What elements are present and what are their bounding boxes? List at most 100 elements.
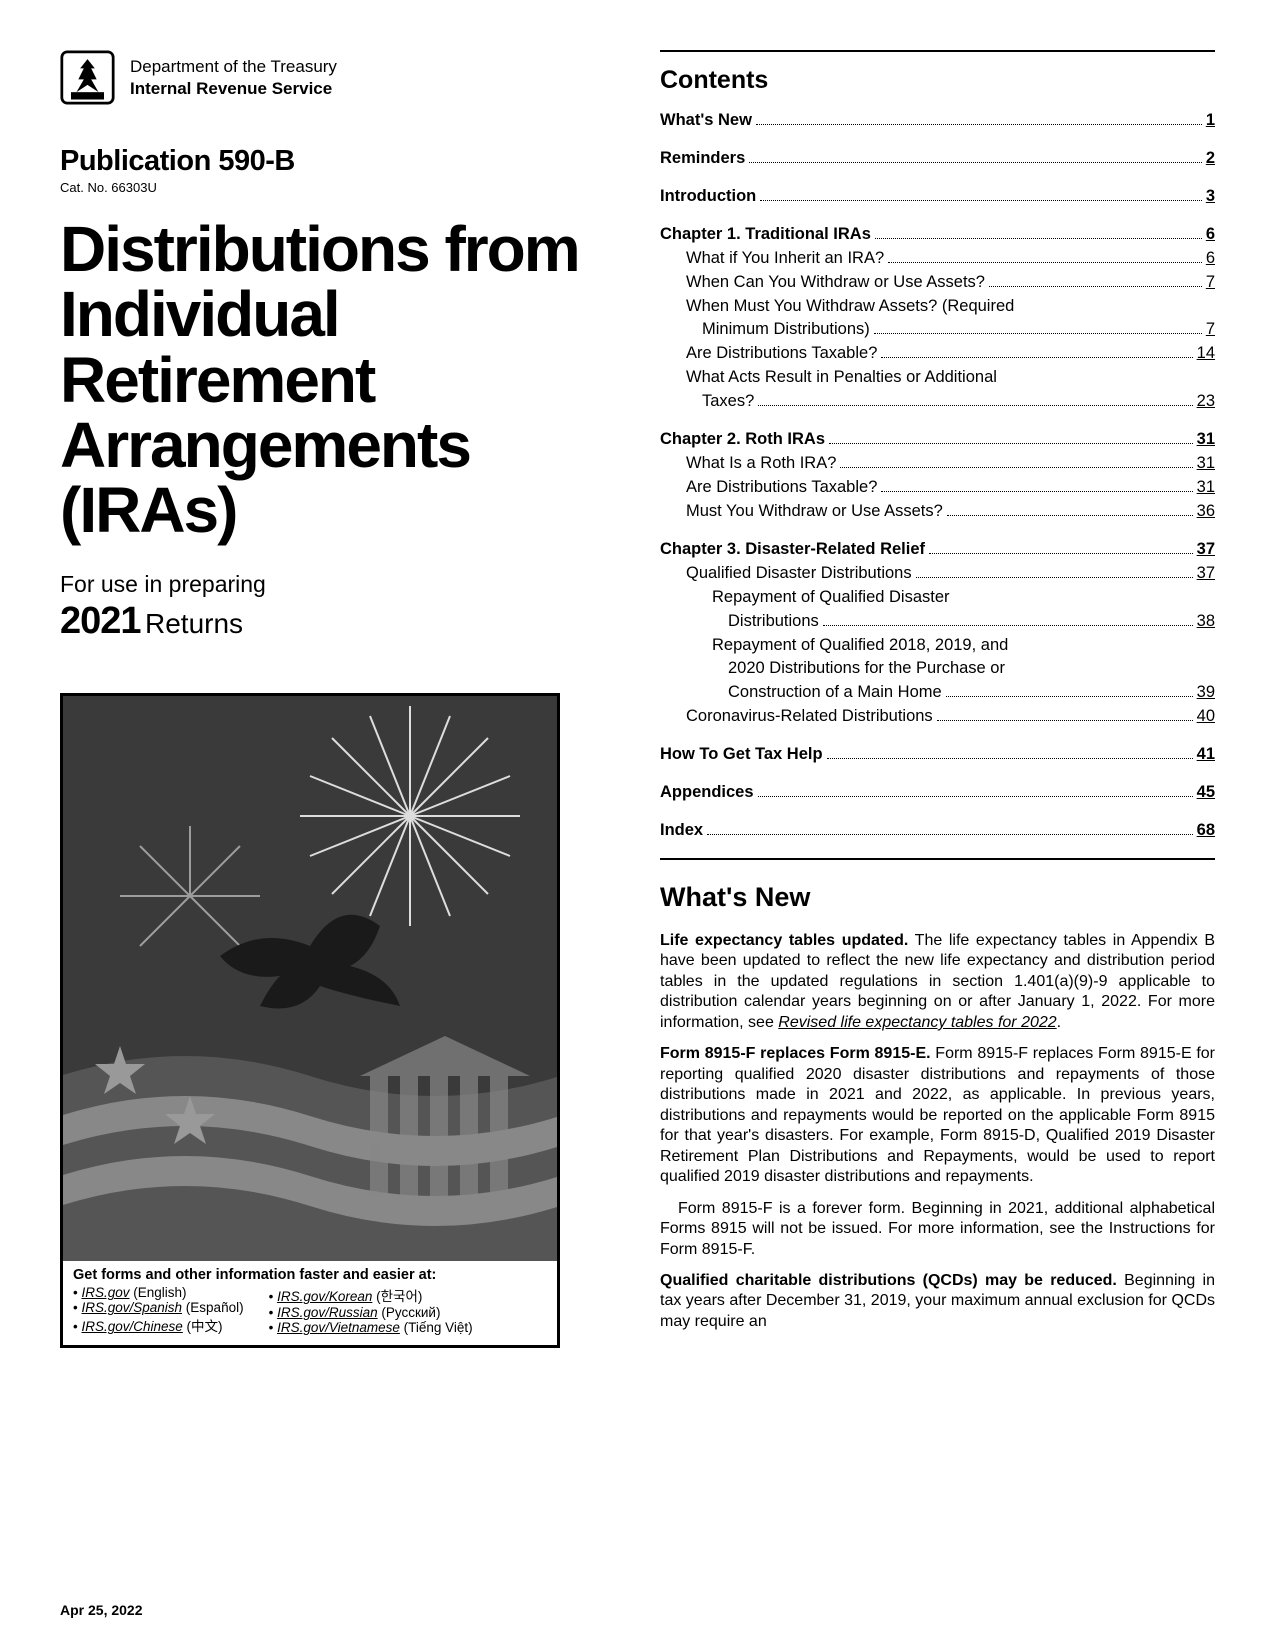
promo-link-item[interactable]: IRS.gov/Vietnamese (Tiếng Việt) [269,1320,473,1335]
toc-label: Chapter 1. Traditional IRAs [660,223,871,247]
promo-link-item[interactable]: IRS.gov/Korean (한국어) [269,1285,473,1305]
toc-entry[interactable]: 2020 Distributions for the Purchase or [660,657,1215,681]
toc-entry[interactable]: Distributions 38 [660,610,1215,634]
promo-link-item[interactable]: IRS.gov/Russian (Русский) [269,1305,473,1320]
footer-date: Apr 25, 2022 [60,1602,143,1618]
toc-label: Taxes? [702,390,754,414]
toc-leader-dots [881,357,1192,358]
toc-entry[interactable]: When Must You Withdraw Assets? (Required [660,295,1215,319]
toc-label: Index [660,819,703,843]
toc-page-number[interactable]: 36 [1197,500,1215,524]
promo-link-url[interactable]: IRS.gov/Russian [277,1305,378,1320]
toc-entry[interactable]: What's New 1 [660,109,1215,133]
promo-link-url[interactable]: IRS.gov/Chinese [81,1319,182,1334]
toc-page-number[interactable]: 31 [1197,476,1215,500]
promo-links-col2: IRS.gov/Korean (한국어)IRS.gov/Russian (Рус… [269,1285,473,1335]
toc-label: Chapter 2. Roth IRAs [660,428,825,452]
toc-label: Distributions [728,610,819,634]
promo-link-item[interactable]: IRS.gov/Spanish (Español) [73,1300,244,1315]
promo-link-item[interactable]: IRS.gov (English) [73,1285,244,1300]
toc-entry[interactable]: Repayment of Qualified 2018, 2019, and [660,634,1215,658]
toc-leader-dots [749,162,1202,163]
toc-leader-dots [881,491,1192,492]
toc-entry[interactable]: What if You Inherit an IRA? 6 [660,247,1215,271]
toc-label: What Acts Result in Penalties or Additio… [686,366,997,390]
toc-entry[interactable]: What Is a Roth IRA?31 [660,452,1215,476]
toc-entry[interactable]: Coronavirus-Related Distributions40 [660,705,1215,729]
toc-page-number[interactable]: 45 [1197,781,1215,805]
promo-heading: Get forms and other information faster a… [73,1267,547,1283]
toc-entry[interactable]: Appendices45 [660,781,1215,805]
toc-entry[interactable]: Chapter 3. Disaster-Related Relief37 [660,538,1215,562]
toc-page-number[interactable]: 40 [1197,705,1215,729]
toc-entry[interactable]: Reminders 2 [660,147,1215,171]
promo-link-item[interactable]: IRS.gov/Chinese (中文) [73,1315,244,1335]
toc-entry[interactable]: Are Distributions Taxable?14 [660,342,1215,366]
toc-entry[interactable]: Must You Withdraw or Use Assets? 36 [660,500,1215,524]
publication-title: Distributions from Individual Retirement… [60,217,620,543]
toc-leader-dots [823,625,1193,626]
toc-page-number[interactable]: 38 [1197,610,1215,634]
whats-new-heading: What's New [660,882,1215,913]
toc-label: Reminders [660,147,745,171]
toc-label: What's New [660,109,752,133]
year-line: 2021 Returns [60,600,620,643]
toc-entry[interactable]: When Can You Withdraw or Use Assets? 7 [660,271,1215,295]
toc-page-number[interactable]: 6 [1206,223,1215,247]
table-of-contents: What's New 1 Reminders 2 Introduction 3 Chapte… [660,109,1215,843]
toc-page-number[interactable]: 68 [1197,819,1215,843]
toc-leader-dots [840,467,1192,468]
toc-page-number[interactable]: 23 [1197,390,1215,414]
toc-entry[interactable]: Taxes? 23 [660,390,1215,414]
toc-label: Must You Withdraw or Use Assets? [686,500,943,524]
toc-entry[interactable]: Repayment of Qualified Disaster [660,586,1215,610]
toc-leader-dots [756,124,1202,125]
toc-entry[interactable]: Index 68 [660,819,1215,843]
toc-page-number[interactable]: 7 [1206,271,1215,295]
toc-label: When Can You Withdraw or Use Assets? [686,271,985,295]
promo-link-url[interactable]: IRS.gov/Vietnamese [277,1320,400,1335]
toc-entry[interactable]: Construction of a Main Home39 [660,681,1215,705]
toc-entry[interactable]: Chapter 2. Roth IRAs 31 [660,428,1215,452]
toc-leader-dots [760,200,1202,201]
returns-word: Returns [145,608,243,639]
toc-page-number[interactable]: 6 [1206,247,1215,271]
toc-entry[interactable]: Qualified Disaster Distributions37 [660,562,1215,586]
toc-label: 2020 Distributions for the Purchase or [728,657,1005,681]
toc-page-number[interactable]: 1 [1206,109,1215,133]
wn-p2-body: Form 8915-F replaces Form 8915-E for rep… [660,1045,1215,1185]
toc-page-number[interactable]: 14 [1197,342,1215,366]
promo-caption: Get forms and other information faster a… [63,1261,557,1345]
toc-label: What if You Inherit an IRA? [686,247,884,271]
whats-new-body: Life expectancy tables updated. The life… [660,931,1215,1332]
toc-page-number[interactable]: 39 [1197,681,1215,705]
toc-entry[interactable]: Chapter 1. Traditional IRAs 6 [660,223,1215,247]
promo-link-url[interactable]: IRS.gov/Spanish [81,1300,182,1315]
toc-page-number[interactable]: 37 [1197,562,1215,586]
toc-page-number[interactable]: 7 [1206,318,1215,342]
wn-p1-link[interactable]: Revised life expectancy tables for 2022 [778,1014,1056,1031]
toc-page-number[interactable]: 31 [1197,452,1215,476]
toc-page-number[interactable]: 37 [1197,538,1215,562]
toc-label: How To Get Tax Help [660,743,823,767]
toc-entry[interactable]: How To Get Tax Help 41 [660,743,1215,767]
dept-line-1: Department of the Treasury [130,56,337,77]
tax-year: 2021 [60,600,141,642]
toc-leader-dots [929,553,1193,554]
publication-number: Publication 590-B [60,145,620,178]
wn-para-4: Qualified charitable distributions (QCDs… [660,1271,1215,1332]
toc-page-number[interactable]: 31 [1197,428,1215,452]
toc-entry[interactable]: Are Distributions Taxable?31 [660,476,1215,500]
toc-page-number[interactable]: 41 [1197,743,1215,767]
toc-label: Introduction [660,185,756,209]
promo-link-url[interactable]: IRS.gov/Korean [277,1289,372,1304]
toc-page-number[interactable]: 3 [1206,185,1215,209]
toc-page-number[interactable]: 2 [1206,147,1215,171]
toc-entry[interactable]: What Acts Result in Penalties or Additio… [660,366,1215,390]
agency-header: Department of the Treasury Internal Reve… [60,50,620,105]
toc-label: Minimum Distributions) [702,318,870,342]
toc-entry[interactable]: Introduction 3 [660,185,1215,209]
left-column: Department of the Treasury Internal Reve… [60,50,620,1348]
promo-link-url[interactable]: IRS.gov [81,1285,129,1300]
toc-entry[interactable]: Minimum Distributions) 7 [660,318,1215,342]
